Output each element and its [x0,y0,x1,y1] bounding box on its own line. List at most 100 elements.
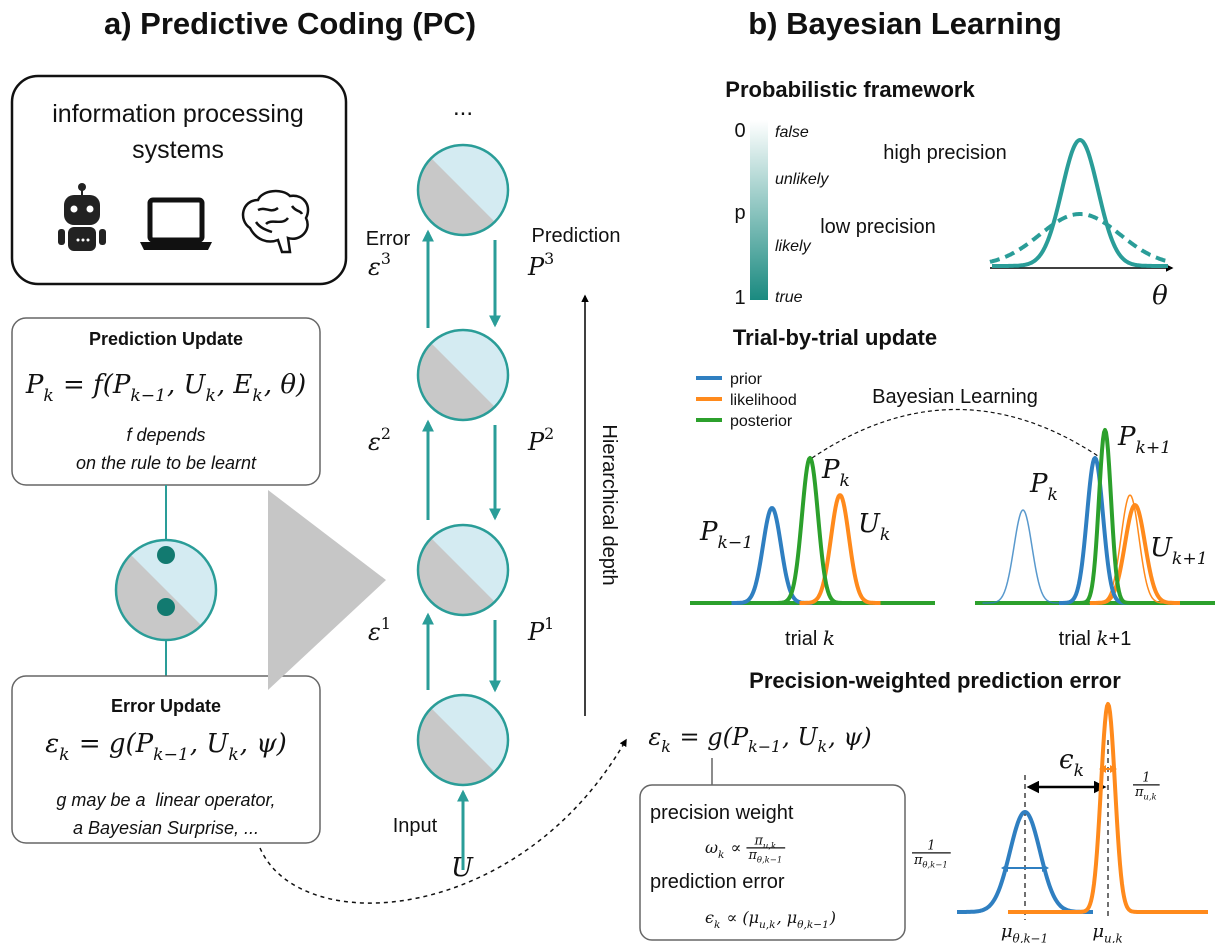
prediction-label: Prediction [532,225,621,247]
probability-bar [750,120,768,300]
formula-part: 3 [381,249,391,268]
formula-part: trial [1059,628,1097,650]
curve [989,212,1171,264]
formula-part: U [1150,533,1173,563]
formula-part: P [821,455,840,485]
pwpe-box [639,784,906,941]
robot-icon [58,183,106,251]
scale-label: p [734,202,745,224]
node-half [418,343,495,420]
low-precision: low precision [820,216,936,238]
box-note: on the rule to be learnt [76,453,257,473]
formula-part: = g(P [672,723,749,751]
node [416,328,510,422]
formula-part: P [699,517,718,547]
formula-part: π [753,834,763,849]
arc-label: Bayesian Learning [872,386,1038,408]
high-precision: high precision [883,142,1006,164]
formula: π u,k [1134,785,1157,802]
formula: π θ,k−1 [913,853,948,870]
box-note: a Bayesian Surprise, ... [73,818,259,838]
error-label: Error [366,228,411,250]
node-dot [157,546,175,564]
formula-part: +1 [1109,628,1132,650]
section-title: Probabilistic framework [725,77,975,102]
formula-part: θ,k−1 [1013,931,1049,943]
formula-part: k [818,737,828,756]
systems-text: information processing [52,100,304,128]
arrow-head [1099,765,1117,773]
formula-part: P [527,253,545,281]
formula-part: ϵ [1059,745,1074,775]
formula-part: π [747,848,757,863]
learning-arc [811,408,1099,459]
box-title: Error Update [111,696,221,716]
formula-part: u,k [759,919,776,931]
triangle [268,490,386,690]
formula-part: ε [648,723,661,751]
formula-part: P [1117,422,1136,452]
formula-part: 3 [544,249,554,268]
formula-part: μ [1001,921,1013,942]
formula-part: ε [368,618,381,646]
box-note: g may be a linear operator, [56,790,275,810]
formula-part: θ,k−1 [797,919,829,931]
formula-part: θ,k−1 [922,860,947,870]
formula-part: = g(P [71,729,154,759]
formula-part: 2 [544,424,554,443]
formula-part: = f(P [55,370,131,400]
formula: 1 [1142,771,1150,786]
depth-label: Hierarchical depth [598,424,620,585]
formula-part: k−1 [153,745,189,765]
formula-part: ) [829,908,836,927]
curve [1077,428,1133,605]
formula: trial k +1 [1059,626,1132,650]
legend-label: posterior [730,413,793,430]
formula-part: k [205,386,215,406]
formula-part: θ,k−1 [757,855,782,865]
formula-part: k [823,626,835,650]
formula-part: k [59,745,69,765]
ellipsis: ... [453,94,473,121]
formula-part: μ [1092,921,1104,942]
dashed-link [259,738,627,904]
formula-part: ω [705,838,718,857]
box-note: f depends [126,425,205,445]
scale-label: 1 [734,287,745,309]
curve [1007,702,1209,914]
formula-part: k−1 [130,386,166,406]
formula-part: ε [45,729,59,759]
systems-text: systems [132,136,224,164]
curve [1058,456,1132,605]
formula-part: k [43,386,53,406]
formula: 1 [927,839,935,854]
formula-part: P [527,428,545,456]
node-half [418,158,495,235]
formula-part: ϵ [705,908,714,927]
formula-part: k−1 [718,533,754,553]
formula-part: k−1 [748,737,781,756]
formula-part: , μ [777,908,798,927]
systems-box [10,74,348,286]
formula-part: P [1029,469,1048,499]
formula-part: , ψ) [828,723,871,751]
section-title: Precision-weighted prediction error [749,668,1121,693]
formula-part: , U [167,370,207,400]
formula-part: P [25,370,44,400]
legend-label: prior [730,371,763,388]
curve [991,138,1169,268]
formula: trial k [785,626,835,650]
curve [773,456,847,605]
formula-part: 1 [381,614,391,633]
